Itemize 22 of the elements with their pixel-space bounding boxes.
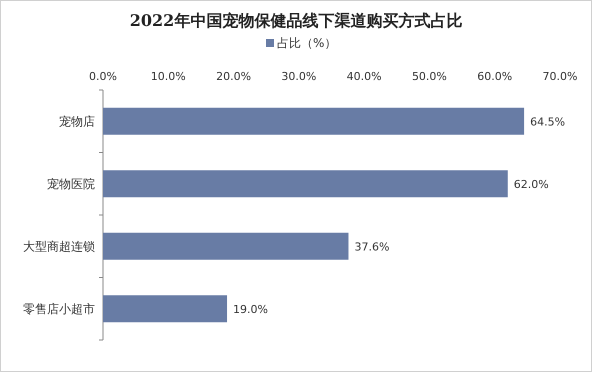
bar	[103, 108, 524, 135]
chart-title: 2022年中国宠物保健品线下渠道购买方式占比	[130, 11, 462, 30]
x-tick-label: 10.0%	[150, 70, 186, 83]
x-tick-label: 30.0%	[281, 70, 316, 83]
y-tick-label: 大型商超连锁	[23, 239, 95, 254]
data-label: 62.0%	[514, 178, 549, 191]
x-tick-label: 70.0%	[542, 70, 578, 83]
data-label: 37.6%	[354, 240, 390, 254]
x-tick-label: 20.0%	[216, 70, 252, 83]
x-tick-label: 0.0%	[89, 70, 117, 83]
legend-label: 占比（%）	[277, 36, 336, 50]
x-tick-label: 40.0%	[346, 70, 382, 83]
y-tick-label: 零售店小超市	[23, 302, 95, 316]
y-tick-label: 宠物店	[59, 114, 95, 128]
x-tick-label: 60.0%	[477, 70, 512, 83]
data-label: 19.0%	[233, 302, 268, 316]
bar	[103, 170, 508, 198]
bar	[103, 295, 228, 322]
x-tick-label: 50.0%	[412, 70, 447, 83]
bar	[103, 232, 348, 260]
data-label: 64.5%	[530, 115, 566, 128]
y-tick-label: 宠物医院	[47, 176, 95, 191]
